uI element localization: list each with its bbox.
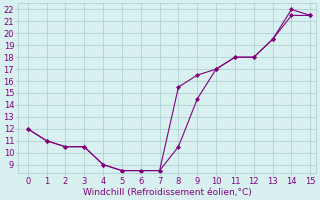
X-axis label: Windchill (Refroidissement éolien,°C): Windchill (Refroidissement éolien,°C) — [83, 188, 252, 197]
